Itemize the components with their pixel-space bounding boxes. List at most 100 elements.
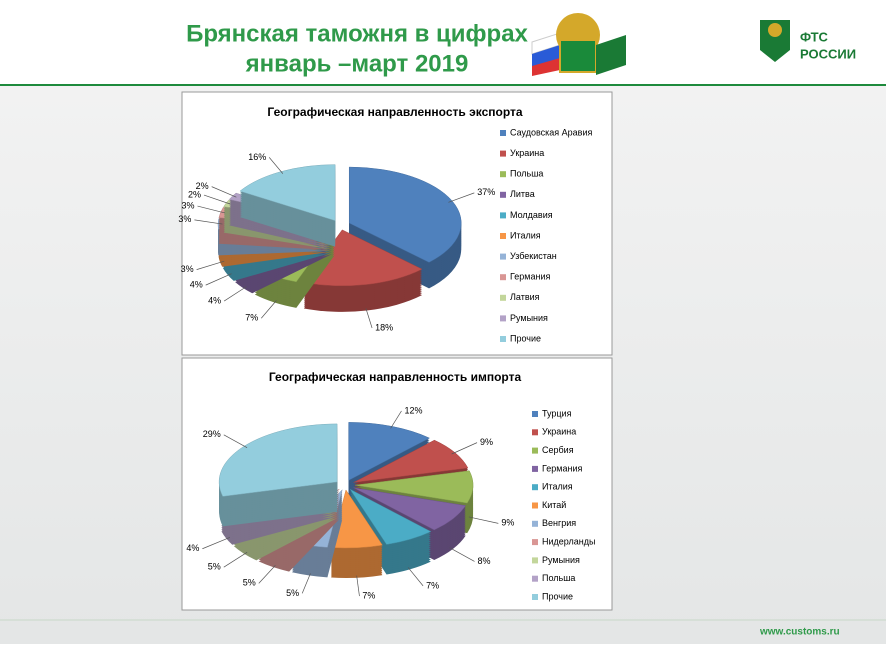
data-label: 5% <box>243 578 256 588</box>
data-label: 8% <box>478 556 491 566</box>
legend-label: Польша <box>542 573 575 583</box>
data-label: 12% <box>404 405 422 415</box>
title: Брянская таможня в цифрах <box>186 20 528 47</box>
leader-line <box>194 219 223 225</box>
emblem <box>531 13 626 76</box>
legend-label: Польша <box>510 169 543 179</box>
pie-slice <box>348 166 462 289</box>
legend-swatch <box>532 539 538 546</box>
data-label: 3% <box>178 214 191 224</box>
leader-line <box>268 157 284 174</box>
legend-swatch <box>500 191 506 198</box>
data-label: 18% <box>375 322 393 332</box>
slice-top <box>218 423 338 497</box>
data-label: 9% <box>480 437 493 447</box>
brand: ФТС <box>800 29 829 44</box>
slice-top <box>354 470 474 504</box>
data-label: 9% <box>501 518 514 528</box>
legend-label: Нидерланды <box>542 536 595 546</box>
leader-line <box>205 273 232 286</box>
data-label: 29% <box>203 429 221 439</box>
leader-line <box>468 516 499 524</box>
pie-slice <box>303 229 423 312</box>
legend-label: Саудовская Аравия <box>510 127 592 137</box>
legend-swatch <box>500 336 506 342</box>
legend-swatch <box>532 575 538 582</box>
slice-top <box>353 487 467 531</box>
legend-swatch <box>500 212 506 219</box>
legend-label: Италия <box>542 482 573 492</box>
data-label: 16% <box>248 152 266 162</box>
leader-line <box>365 308 373 329</box>
slice-top <box>239 164 336 221</box>
data-label: 37% <box>477 187 495 197</box>
legend-swatch <box>532 447 538 454</box>
legend-swatch <box>532 465 538 472</box>
legend-label: Украина <box>510 148 544 158</box>
leader-line <box>451 442 478 455</box>
chart-title: Географическая направленность экспорта <box>267 105 522 119</box>
leader-line <box>448 192 475 203</box>
leader-line <box>223 552 248 568</box>
legend-swatch <box>500 274 506 281</box>
legend-label: Прочие <box>542 591 573 601</box>
legend-label: Германия <box>510 272 550 282</box>
leader-line <box>197 205 225 214</box>
legend-swatch <box>500 253 506 260</box>
legend-swatch <box>500 233 506 239</box>
leader-line <box>258 565 276 584</box>
data-label: 3% <box>181 200 194 210</box>
legend-label: Узбекистан <box>510 251 557 261</box>
chart-title: Географическая направленность импорта <box>269 370 522 384</box>
leader-line <box>407 567 424 587</box>
pie-slice <box>239 164 336 247</box>
data-label: 5% <box>208 562 221 572</box>
legend-label: Италия <box>510 230 541 240</box>
legend-label: Прочие <box>510 333 541 343</box>
slice-top <box>348 166 462 263</box>
legend-label: Украина <box>542 427 576 437</box>
legend-label: Венгрия <box>542 518 576 528</box>
legend-swatch <box>532 484 538 491</box>
legend-label: Германия <box>542 463 582 473</box>
leader-line <box>356 575 360 597</box>
legend-swatch <box>532 557 538 564</box>
data-label: 2% <box>196 181 209 191</box>
data-label: 5% <box>286 588 299 598</box>
legend-label: Румыния <box>542 555 580 565</box>
brand: РОССИИ <box>800 46 856 61</box>
leader-line <box>449 547 475 562</box>
leader-line <box>390 410 402 429</box>
footer-url: www.customs.ru <box>759 627 840 638</box>
leader-line <box>202 537 230 550</box>
legend-swatch <box>500 150 506 157</box>
data-label: 3% <box>181 264 194 274</box>
leader-line <box>223 434 248 448</box>
data-label: 4% <box>208 295 221 305</box>
leader-line <box>261 300 277 319</box>
slice-top <box>349 489 432 545</box>
header-band <box>0 0 886 84</box>
slice-top <box>353 439 469 483</box>
legend-label: Румыния <box>510 313 548 323</box>
subtitle: январь –март 2019 <box>245 50 469 77</box>
leader-line <box>196 260 225 270</box>
pie-slice <box>218 423 338 527</box>
legend-swatch <box>532 411 538 417</box>
leader-line <box>203 194 231 205</box>
pie-slice <box>330 489 383 578</box>
legend-swatch <box>500 171 506 178</box>
legend-swatch <box>500 315 506 322</box>
legend-swatch <box>500 294 506 301</box>
legend-label: Турция <box>542 408 572 418</box>
legend-label: Китай <box>542 500 566 510</box>
legend-swatch <box>532 502 538 509</box>
leader-line <box>301 573 311 594</box>
pie-slice <box>349 489 432 575</box>
legend-label: Молдавия <box>510 210 553 220</box>
data-label: 4% <box>190 280 203 290</box>
data-label: 4% <box>186 543 199 553</box>
legend-label: Литва <box>510 189 535 199</box>
